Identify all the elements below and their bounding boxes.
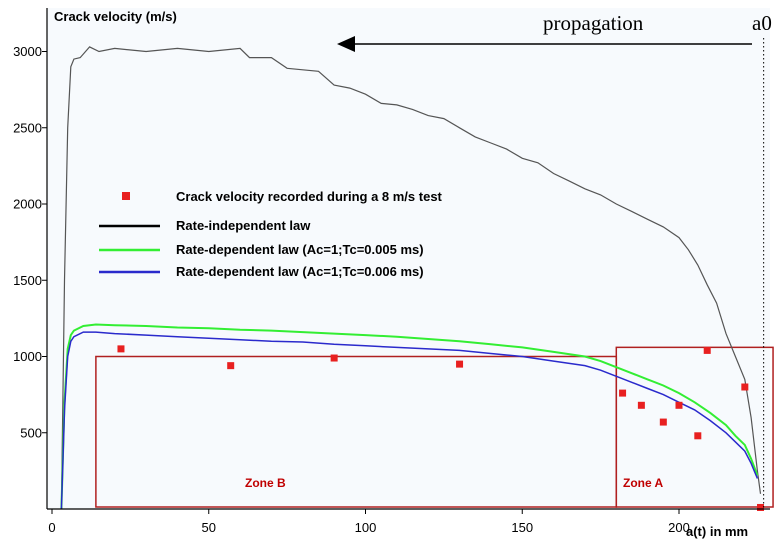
propagation-arrowhead — [337, 36, 355, 52]
data-point — [637, 401, 645, 409]
data-point — [659, 418, 667, 426]
y-tick-label: 1500 — [13, 273, 42, 288]
legend-label-tc-0006: Rate-dependent law (Ac=1;Tc=0.006 ms) — [176, 264, 424, 279]
legend: Crack velocity recorded during a 8 m/s t… — [99, 189, 443, 279]
data-point — [619, 389, 627, 397]
x-tick-label: 100 — [355, 520, 377, 535]
y-ticks-group: 500 1000 1500 2000 2500 3000 — [13, 44, 47, 440]
plot-area — [47, 8, 770, 509]
data-point — [694, 432, 702, 440]
series-line-rate-independent — [60, 46, 762, 510]
data-point — [757, 503, 765, 511]
data-point — [703, 346, 711, 354]
y-tick-label: 3000 — [13, 44, 42, 59]
data-point — [675, 401, 683, 409]
legend-label-tc-0005: Rate-dependent law (Ac=1;Tc=0.005 ms) — [176, 242, 424, 257]
legend-marker-recorded — [122, 192, 130, 200]
data-point — [117, 345, 125, 353]
series-line-tc-0006 — [60, 331, 759, 510]
x-tick-label: 0 — [48, 520, 55, 535]
data-point — [741, 383, 749, 391]
y-tick-label: 1000 — [13, 349, 42, 364]
zone-b-label: Zone B — [245, 476, 286, 490]
legend-label-rate-independent: Rate-independent law — [176, 218, 311, 233]
scatter-points-group — [117, 345, 765, 511]
a0-label: a0 — [752, 11, 772, 35]
data-point — [227, 362, 235, 370]
x-ticks-group: 0 50 100 150 200 — [48, 509, 690, 535]
series-line-tc-0005 — [60, 323, 759, 510]
x-axis-title: a(t) in mm — [686, 524, 748, 539]
zone-a-box — [615, 346, 774, 508]
y-tick-label: 2500 — [13, 120, 42, 135]
zone-a-label: Zone A — [623, 476, 664, 490]
data-point — [456, 360, 464, 368]
y-tick-label: 500 — [20, 425, 42, 440]
x-tick-label: 50 — [202, 520, 216, 535]
y-tick-label: 2000 — [13, 197, 42, 212]
propagation-label: propagation — [543, 11, 644, 35]
data-point — [330, 354, 338, 362]
x-tick-label: 150 — [511, 520, 533, 535]
x-tick-label: 200 — [668, 520, 690, 535]
y-axis-title: Crack velocity (m/s) — [54, 9, 177, 24]
legend-label-recorded: Crack velocity recorded during a 8 m/s t… — [176, 189, 443, 204]
